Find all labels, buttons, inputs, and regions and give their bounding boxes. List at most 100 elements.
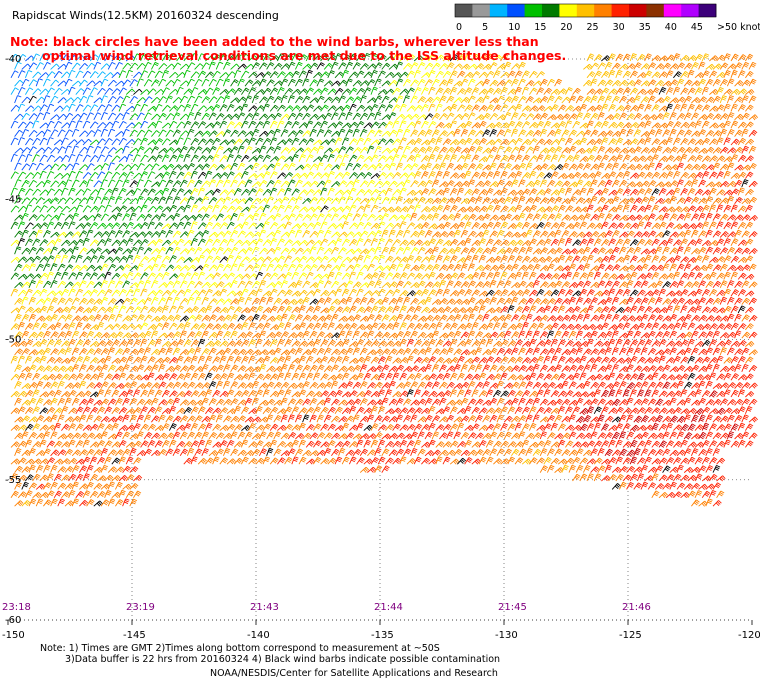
wind-barb bbox=[187, 62, 196, 70]
wind-barb bbox=[82, 54, 92, 62]
wind-barb bbox=[381, 62, 391, 70]
wind-barb bbox=[467, 63, 478, 70]
wind-barb bbox=[248, 55, 258, 62]
wind-barb bbox=[302, 63, 312, 70]
wind-barb bbox=[176, 54, 185, 62]
wind-barb bbox=[734, 62, 743, 70]
wind-barb bbox=[716, 54, 726, 62]
wind-barb bbox=[349, 53, 358, 62]
wind-barb bbox=[197, 53, 206, 62]
wind-barb bbox=[633, 62, 642, 70]
wind-barb bbox=[39, 53, 48, 62]
wind-barb bbox=[431, 62, 441, 70]
wind-barb bbox=[28, 62, 38, 70]
wind-barb bbox=[457, 53, 466, 62]
wind-barb bbox=[655, 63, 665, 70]
wind-barbs bbox=[10, 53, 759, 507]
wind-barb bbox=[71, 62, 81, 70]
wind-barb bbox=[104, 54, 113, 62]
wind-barb bbox=[89, 54, 99, 62]
wind-barb bbox=[143, 61, 152, 70]
wind-barb bbox=[730, 53, 739, 62]
wind-barb bbox=[500, 53, 509, 62]
wind-barb bbox=[691, 62, 699, 70]
wind-barb bbox=[255, 54, 265, 62]
wind-barb bbox=[158, 63, 168, 70]
wind-barb bbox=[745, 53, 754, 62]
wind-barb bbox=[709, 55, 719, 62]
wind-barb bbox=[345, 61, 354, 70]
wind-barb bbox=[122, 62, 132, 70]
wind-barb bbox=[316, 62, 325, 70]
wind-barb bbox=[309, 62, 319, 70]
wind-barb bbox=[262, 53, 271, 62]
wind-barb bbox=[169, 53, 177, 62]
wind-barb bbox=[96, 53, 105, 62]
wind-barb bbox=[79, 63, 88, 70]
wind-barb bbox=[276, 53, 285, 62]
wind-barb bbox=[644, 53, 652, 62]
wind-barb bbox=[518, 61, 526, 70]
wind-barb bbox=[511, 63, 521, 70]
wind-barb bbox=[435, 54, 445, 62]
wind-barb bbox=[111, 55, 121, 62]
wind-barb bbox=[611, 62, 621, 70]
wind-barb bbox=[305, 53, 314, 62]
wind-barb bbox=[46, 53, 55, 62]
wind-barb bbox=[313, 54, 322, 62]
wind-barb bbox=[399, 55, 409, 62]
wind-barb bbox=[741, 61, 750, 70]
wind-barb bbox=[287, 61, 296, 70]
wind-barb bbox=[215, 61, 224, 70]
wind-barb bbox=[190, 53, 198, 62]
wind-barb bbox=[179, 63, 190, 70]
wind-barb bbox=[330, 61, 339, 70]
wind-barb bbox=[493, 54, 503, 62]
wind-barb bbox=[424, 62, 434, 70]
wind-barb bbox=[662, 62, 671, 70]
wind-barb bbox=[118, 54, 128, 62]
wind-barb bbox=[676, 62, 686, 70]
wind-barb bbox=[705, 63, 715, 70]
wind-barb bbox=[485, 53, 494, 62]
wind-barb bbox=[323, 63, 333, 70]
wind-barb bbox=[132, 53, 141, 62]
wind-barb bbox=[737, 54, 747, 62]
wind-barb bbox=[727, 63, 737, 70]
wind-barb bbox=[604, 61, 613, 70]
wind-barb bbox=[374, 62, 383, 70]
wind-barb bbox=[14, 61, 22, 70]
wind-barb bbox=[43, 61, 51, 70]
wind-barb bbox=[115, 61, 123, 70]
wind-barb bbox=[446, 62, 455, 70]
wind-barb bbox=[194, 63, 204, 70]
wind-barb bbox=[723, 53, 731, 62]
wind-barb bbox=[363, 53, 371, 62]
wind-barb bbox=[586, 53, 595, 62]
wind-barb bbox=[615, 53, 624, 62]
wind-barb bbox=[608, 53, 616, 62]
wind-barb bbox=[672, 53, 681, 62]
wind-barb bbox=[341, 54, 351, 62]
wind-barb bbox=[136, 62, 146, 70]
wind-barb bbox=[583, 63, 593, 70]
wind-barb bbox=[626, 63, 636, 70]
wind-barb bbox=[665, 54, 675, 62]
wind-barb bbox=[367, 63, 377, 70]
wind-barb bbox=[17, 54, 27, 62]
wind-barb bbox=[694, 53, 703, 62]
wind-barb bbox=[151, 61, 159, 70]
wind-barb bbox=[327, 54, 337, 62]
wind-barb bbox=[597, 62, 606, 70]
wind-barb bbox=[410, 62, 419, 70]
wind-barb bbox=[590, 62, 599, 70]
wind-barb bbox=[680, 54, 690, 62]
wind-barb bbox=[183, 54, 193, 62]
wind-barb bbox=[230, 63, 240, 70]
wind-barb bbox=[687, 55, 697, 62]
wind-barb bbox=[161, 53, 171, 62]
wind-barb bbox=[356, 54, 365, 62]
wind-barb bbox=[482, 63, 492, 70]
wind-barb bbox=[129, 62, 139, 70]
